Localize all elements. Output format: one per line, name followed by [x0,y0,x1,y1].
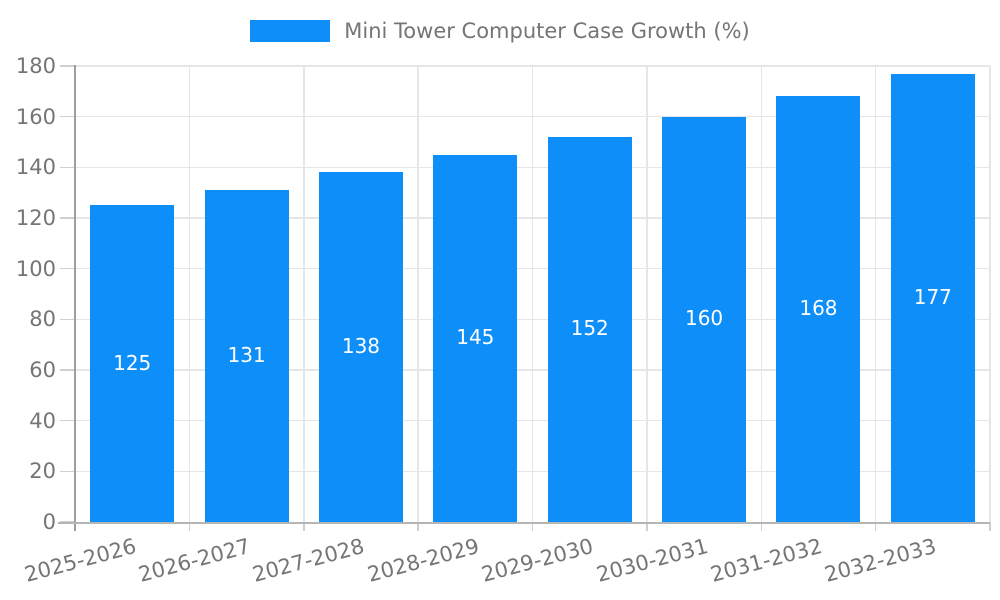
y-axis-tick [60,318,75,321]
bar [204,190,289,522]
legend-label: Mini Tower Computer Case Growth (%) [344,19,750,43]
x-axis-tick [531,522,534,531]
x-axis-tick [417,522,419,531]
y-axis-tick [60,369,75,371]
y-axis-label: 180 [15,54,56,78]
x-axis-line [58,522,990,524]
x-gridline [303,66,305,522]
bar [890,73,975,522]
x-axis-tick [188,522,191,531]
x-axis-label: 2032-2033 [822,534,940,587]
y-axis-tick [60,267,75,270]
y-axis-line [73,65,76,531]
y-axis-tick [60,217,75,219]
bar-value-label: 160 [684,306,724,331]
bar-value-label: 131 [227,343,266,368]
x-gridline [760,66,762,522]
y-axis-label: 20 [29,459,56,484]
x-axis-label: 2028-2029 [364,534,482,587]
x-gridline [874,66,877,522]
x-axis-tick [760,522,762,531]
x-axis-label: 2031-2032 [707,534,825,587]
x-axis-label: 2027-2028 [250,534,368,587]
bar-value-label: 177 [913,284,952,309]
bar [318,172,403,522]
y-axis-label: 60 [29,358,56,382]
y-axis-label: 120 [15,206,56,230]
bar [433,154,518,522]
bar-value-label: 152 [570,316,609,341]
x-gridline [417,66,419,522]
x-axis-label: 2029-2030 [479,534,596,587]
bar-value-label: 168 [799,296,838,321]
bar [90,205,175,522]
y-axis-label: 0 [42,510,56,534]
y-axis-tick [60,166,75,169]
x-axis-tick [646,522,648,531]
y-axis-tick [60,470,75,473]
chart-legend: Mini Tower Computer Case Growth (%) [0,20,1000,42]
y-axis-label: 40 [29,408,56,433]
bar [776,96,861,522]
x-axis-tick [303,522,305,531]
y-axis-label: 100 [15,256,56,281]
x-gridline [989,66,991,522]
x-axis-label: 2030-2031 [593,534,711,587]
legend-swatch-icon [250,20,331,42]
bar-value-label: 125 [113,350,152,375]
y-axis-label: 140 [15,155,56,180]
x-gridline [646,66,648,522]
y-axis-tick [60,65,75,67]
y-axis-label: 80 [29,307,56,332]
x-gridline [188,66,191,522]
x-axis-tick [989,522,991,531]
y-axis-tick [60,419,75,422]
bar-value-label: 145 [456,325,495,350]
y-axis-tick [60,115,75,118]
x-axis-label: 2026-2027 [135,534,253,587]
y-axis-label: 160 [15,104,56,129]
bar-value-label: 138 [341,334,381,359]
x-axis-label: 2025-2026 [21,534,139,587]
x-gridline [531,66,534,522]
x-axis-tick [874,522,877,531]
bar [547,136,632,522]
bar [662,116,747,522]
